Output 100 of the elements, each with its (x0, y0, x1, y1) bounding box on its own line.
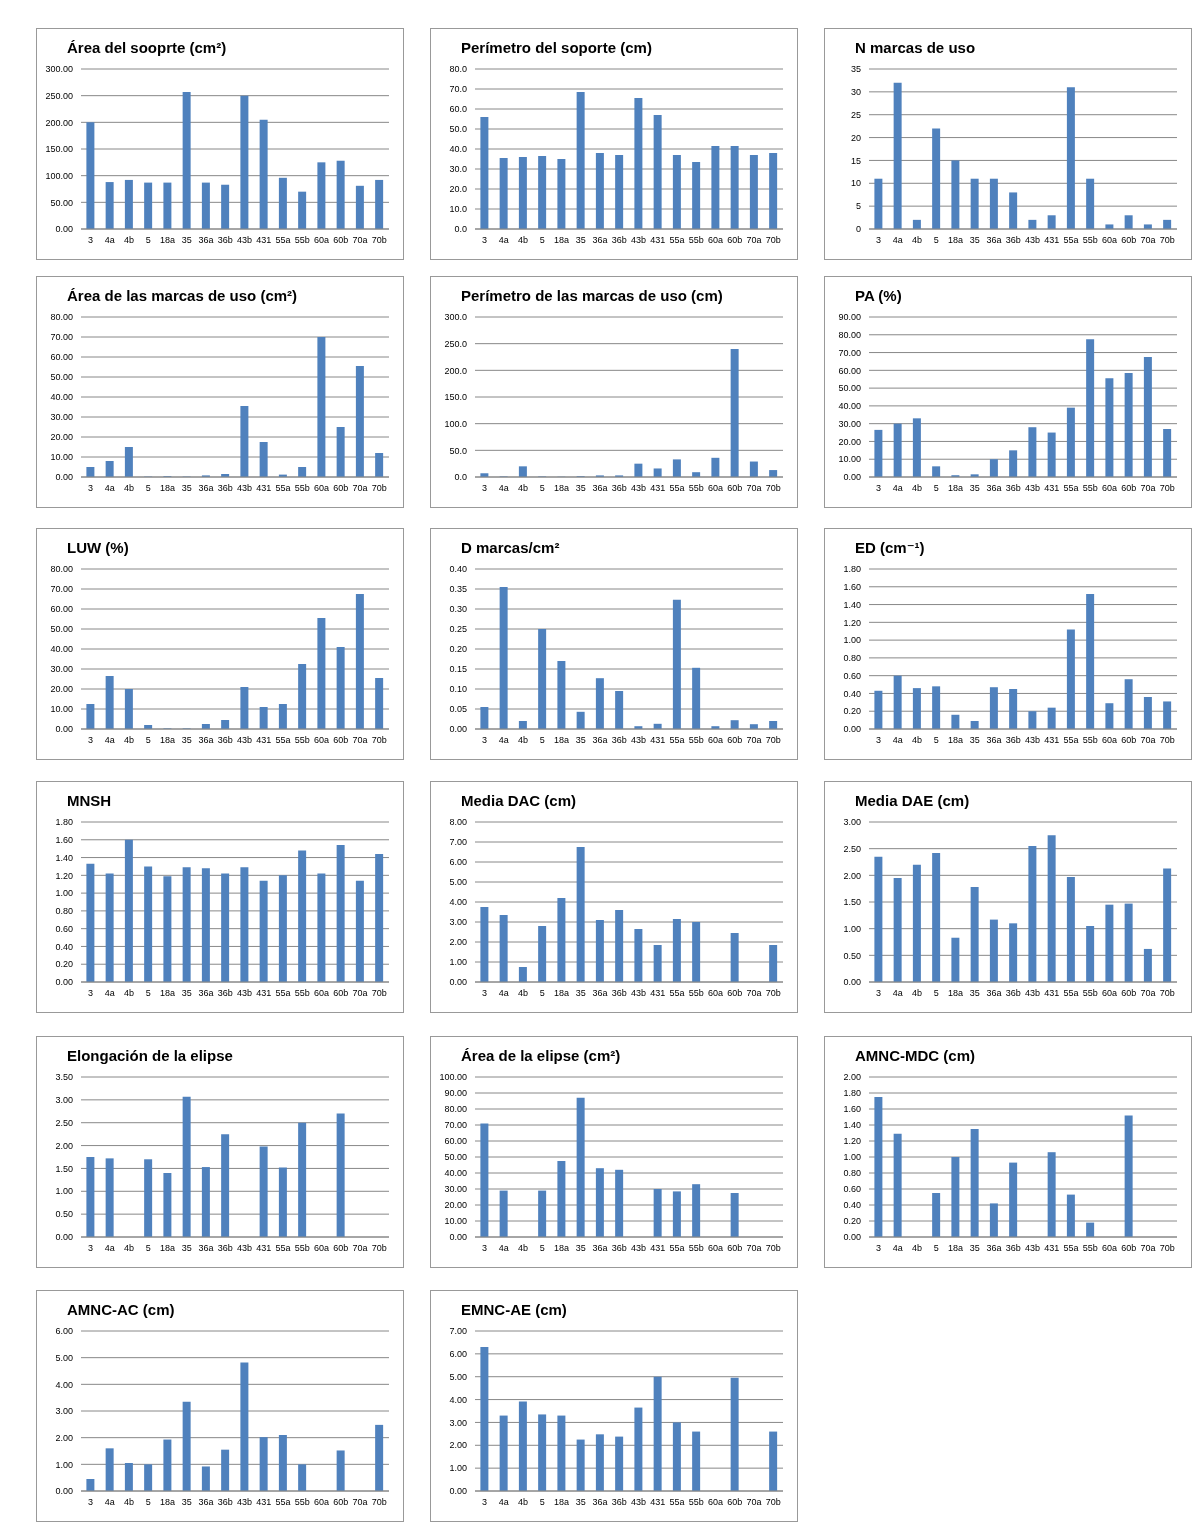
y-tick-label: 50.00 (50, 372, 73, 383)
x-tick-label: 36a (198, 235, 214, 246)
y-tick-label: 0.50 (843, 950, 861, 961)
y-tick-label: 0.40 (843, 688, 861, 699)
x-tick-label: 35 (181, 988, 192, 999)
x-tick-label: 36a (986, 483, 1002, 494)
x-tick-label: 35 (575, 1497, 586, 1508)
y-tick-label: 0.00 (55, 1232, 73, 1243)
x-tick-label: 70b (1159, 735, 1175, 746)
x-tick-label: 55a (275, 988, 291, 999)
x-tick-label: 5 (933, 235, 939, 246)
y-tick-label: 0.25 (449, 624, 467, 635)
x-tick-label: 55a (275, 1243, 291, 1254)
x-tick-label: 35 (181, 1497, 192, 1508)
x-tick-label: 4b (124, 988, 135, 999)
x-tick-label: 55b (688, 1243, 704, 1254)
x-tick-label: 60a (708, 988, 724, 999)
x-tick-label: 55b (1082, 735, 1098, 746)
y-tick-label: 0.80 (55, 906, 73, 917)
y-tick-label: 1.20 (843, 1136, 861, 1147)
x-tick-label: 5 (933, 988, 939, 999)
x-tick-label: 60a (708, 735, 724, 746)
y-tick-label: 0.60 (843, 1184, 861, 1195)
y-tick-label: 60.00 (444, 1136, 467, 1147)
y-tick-label: 5 (855, 201, 861, 212)
x-tick-label: 43b (237, 1497, 253, 1508)
chart-title: Área de la elipse (cm²) (461, 1047, 622, 1066)
x-tick-label: 3 (876, 235, 882, 246)
y-tick-label: 1.00 (55, 888, 73, 899)
y-tick-label: 15 (850, 155, 861, 166)
x-tick-label: 55a (669, 735, 685, 746)
x-tick-label: 4a (498, 988, 509, 999)
chart-title: Área del sooprte (cm²) (67, 39, 228, 58)
x-tick-label: 431 (1044, 235, 1060, 246)
x-tick-label: 43b (237, 483, 253, 494)
x-tick-label: 60a (708, 1497, 724, 1508)
x-tick-label: 55a (1063, 483, 1079, 494)
x-tick-label: 36b (217, 235, 233, 246)
x-tick-label: 43b (1025, 235, 1041, 246)
x-tick-label: 35 (575, 483, 586, 494)
x-tick-label: 60b (727, 1497, 743, 1508)
y-tick-label: 0.20 (843, 1216, 861, 1227)
x-tick-label: 431 (1044, 483, 1060, 494)
y-tick-label: 2.50 (843, 843, 861, 854)
x-tick-label: 60b (1121, 235, 1137, 246)
x-tick-label: 43b (237, 735, 253, 746)
y-tick-label: 1.80 (843, 1088, 861, 1099)
y-tick-label: 2.00 (55, 1140, 73, 1151)
x-tick-label: 70a (1140, 988, 1156, 999)
x-tick-label: 4b (912, 1243, 923, 1254)
y-tick-label: 1.00 (449, 1463, 467, 1474)
x-tick-label: 60b (333, 988, 349, 999)
x-tick-label: 3 (482, 988, 488, 999)
y-tick-label: 0.15 (449, 664, 467, 675)
y-tick-label: 2.00 (55, 1432, 73, 1443)
y-tick-label: 80.0 (449, 64, 467, 75)
chart-title: Área de las marcas de uso (cm²) (67, 287, 299, 306)
x-tick-label: 431 (256, 483, 272, 494)
x-tick-label: 35 (575, 988, 586, 999)
x-tick-label: 3 (876, 483, 882, 494)
y-tick-label: 100.00 (45, 170, 73, 181)
chart-title: D marcas/cm² (461, 539, 561, 558)
y-tick-label: 30.00 (838, 418, 861, 429)
x-tick-label: 36a (198, 1497, 214, 1508)
y-tick-label: 2.50 (55, 1117, 73, 1128)
y-tick-label: 70.00 (838, 347, 861, 358)
y-tick-label: 10.00 (444, 1216, 467, 1227)
x-tick-label: 5 (145, 235, 151, 246)
x-tick-label: 70a (352, 483, 368, 494)
y-tick-label: 20.00 (838, 436, 861, 447)
x-tick-label: 36a (986, 735, 1002, 746)
y-tick-label: 40.0 (449, 144, 467, 155)
x-tick-label: 431 (1044, 1243, 1060, 1254)
x-tick-label: 18a (554, 483, 570, 494)
chart-title: PA (%) (855, 287, 903, 306)
y-tick-label: 200.0 (444, 365, 467, 376)
x-tick-label: 18a (160, 735, 176, 746)
x-tick-label: 18a (160, 235, 176, 246)
y-tick-label: 40.00 (50, 644, 73, 655)
y-tick-label: 0.00 (55, 977, 73, 988)
x-tick-label: 5 (933, 735, 939, 746)
x-tick-label: 4b (518, 1497, 529, 1508)
x-tick-label: 36b (611, 1497, 627, 1508)
y-tick-label: 0.00 (55, 472, 73, 483)
y-tick-label: 50.00 (838, 383, 861, 394)
y-tick-label: 1.50 (843, 897, 861, 908)
y-tick-label: 0.40 (843, 1200, 861, 1211)
y-tick-label: 0.60 (843, 670, 861, 681)
x-tick-label: 60a (314, 235, 330, 246)
x-tick-label: 18a (554, 735, 570, 746)
x-tick-label: 36a (986, 1243, 1002, 1254)
y-tick-label: 0.00 (449, 1486, 467, 1497)
x-tick-label: 60b (1121, 988, 1137, 999)
y-tick-label: 200.00 (45, 117, 73, 128)
x-tick-label: 4b (518, 483, 529, 494)
y-tick-label: 1.00 (843, 923, 861, 934)
chart-title: Elongación de la elipse (67, 1047, 234, 1066)
y-tick-label: 40.00 (50, 392, 73, 403)
x-tick-label: 55a (669, 1497, 685, 1508)
x-tick-label: 70a (746, 235, 762, 246)
